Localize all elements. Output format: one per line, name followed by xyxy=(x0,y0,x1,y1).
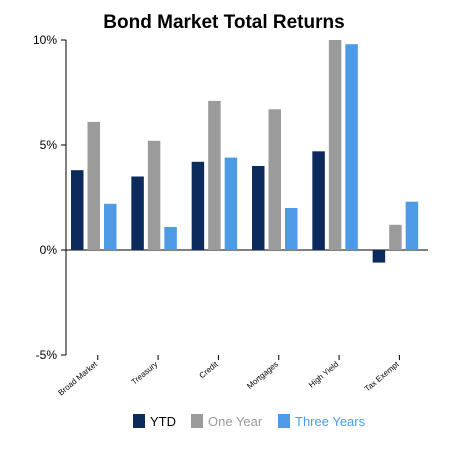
x-tick-label: Treasury xyxy=(130,360,160,387)
bar-ytd xyxy=(191,161,205,250)
x-axis: Broad Market Treasury Credit Mortgages High … xyxy=(56,249,428,397)
bar-ytd xyxy=(372,250,386,263)
bar-ytd xyxy=(71,170,84,250)
y-tick-label: 10% xyxy=(33,33,57,47)
y-tick-label: 0% xyxy=(40,243,58,257)
y-tick-label: -5% xyxy=(36,348,58,362)
bar-ytd xyxy=(312,151,325,250)
bar-one-year xyxy=(147,140,161,250)
bar-one-year xyxy=(87,121,100,251)
bar-three-years xyxy=(345,44,358,251)
bar-ytd xyxy=(252,166,265,250)
bar-three-years xyxy=(224,157,238,250)
legend: YTD One Year Three Years xyxy=(133,414,366,429)
chart-title: Bond Market Total Returns xyxy=(103,12,344,33)
x-tick-label: Mortgages xyxy=(245,360,280,391)
bar-three-years xyxy=(164,226,177,250)
bar-one-year xyxy=(389,224,402,250)
y-tick-label: 5% xyxy=(40,138,58,152)
y-axis: 10% 5% 0% -5% xyxy=(33,33,67,362)
bar-ytd xyxy=(131,176,144,250)
x-tick-label: Broad Market xyxy=(56,359,99,397)
bar-one-year xyxy=(208,100,221,251)
legend-swatch xyxy=(278,414,290,428)
legend-label: Three Years xyxy=(295,414,366,429)
bar-one-year xyxy=(268,109,281,250)
bar-three-years xyxy=(104,203,117,250)
bar-one-year xyxy=(328,40,342,250)
legend-label: YTD xyxy=(150,414,176,429)
x-tick-label: High Yield xyxy=(307,360,340,390)
bars xyxy=(71,40,419,263)
legend-swatch xyxy=(191,414,203,428)
x-tick-label: Tax Exempt xyxy=(363,359,401,393)
x-tick-label: Credit xyxy=(198,359,221,380)
bar-three-years xyxy=(405,201,419,250)
legend-label: One Year xyxy=(208,414,263,429)
legend-swatch xyxy=(133,414,145,428)
bar-three-years xyxy=(285,208,298,250)
